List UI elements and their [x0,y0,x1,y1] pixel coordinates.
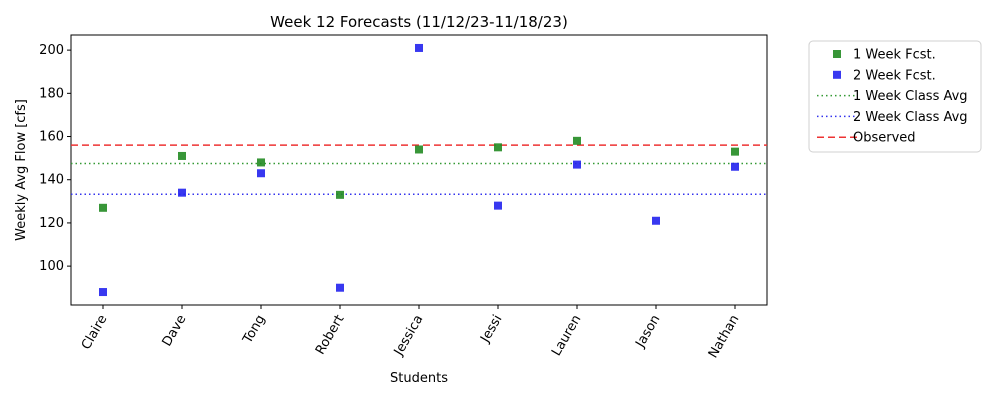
data-point [257,169,265,178]
legend-frame [808,40,982,153]
legend-marker [833,50,841,58]
plot-area: 100 120 140 160 180 200 Claire Dave Tong Robert J… [39,34,768,361]
data-point [415,43,423,52]
x-tick-label: Jessica [391,313,427,360]
data-markers [99,43,739,297]
x-tick-label: Jason [633,313,664,351]
data-point [336,190,344,199]
data-point [99,203,107,212]
x-axis-label: Students [390,371,448,386]
data-point [494,143,502,152]
legend-marker [833,70,841,79]
x-axis: Claire Dave Tong Robert Jessica Jessi Lauren Ja… [79,305,743,361]
legend-label: Observed [853,131,916,146]
data-point [178,151,186,160]
data-point [652,216,660,225]
data-point [731,162,739,171]
y-axis: 100 120 140 160 180 200 [39,43,71,274]
data-point [336,283,344,292]
y-tick-label: 120 [39,216,64,231]
legend-label: 2 Week Class Avg [853,110,968,125]
reference-lines [71,144,767,195]
chart-title: Week 12 Forecasts (11/12/23-11/18/23) [270,13,568,31]
plot-frame [70,34,768,306]
x-tick-label: Jessi [477,313,505,346]
x-tick-label: Tong [240,313,269,348]
x-tick-label: Dave [160,313,190,350]
y-tick-label: 140 [39,173,64,188]
data-point [731,147,739,156]
data-point [99,288,107,297]
y-tick-label: 100 [39,259,64,274]
x-tick-label: Claire [79,313,111,353]
y-tick-label: 160 [39,130,64,145]
data-point [257,158,265,167]
data-point [178,188,186,197]
x-tick-label: Nathan [706,313,743,361]
data-point [573,160,581,169]
x-tick-label: Robert [313,313,348,358]
legend: 1 Week Fcst. 2 Week Fcst. 1 Week Class Avg… [808,40,982,153]
data-point [573,136,581,145]
y-tick-label: 200 [39,43,64,58]
data-point [494,201,502,210]
x-tick-label: Lauren [549,313,584,359]
legend-label: 1 Week Fcst. [853,48,936,63]
legend-label: 2 Week Fcst. [853,68,936,83]
y-axis-label: Weekly Avg Flow [cfs] [14,99,29,241]
legend-label: 1 Week Class Avg [853,89,968,104]
y-tick-label: 180 [39,86,64,101]
data-point [415,145,423,154]
